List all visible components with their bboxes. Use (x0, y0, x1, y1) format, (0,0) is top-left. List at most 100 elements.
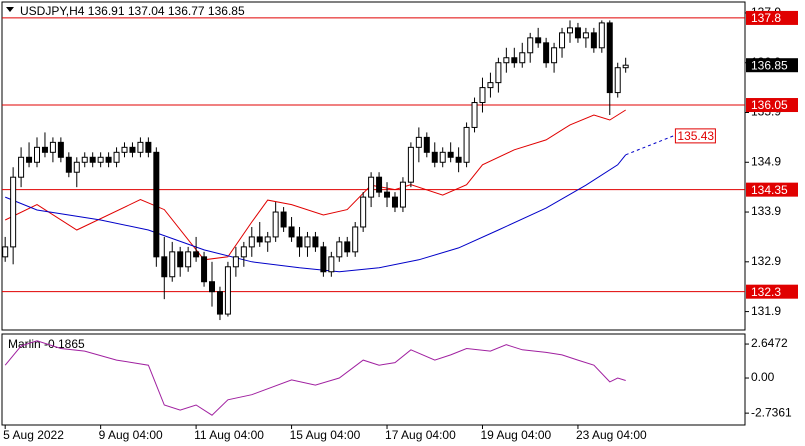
projection-label-box (674, 128, 716, 144)
candle-body (272, 211, 279, 238)
candle-body (431, 151, 438, 163)
oscillator-line (4, 340, 626, 416)
level-price-label: 136.05 (751, 98, 788, 112)
candle-body (559, 32, 566, 49)
candle-body (495, 62, 502, 84)
candle-body (209, 281, 216, 293)
candle-body (519, 52, 526, 64)
candle-body (328, 256, 335, 273)
candle-body (153, 151, 160, 258)
candle-body (399, 181, 406, 208)
osc-tick-label: 2.6472 (751, 336, 788, 350)
level-price-box (746, 182, 798, 197)
candle-body (113, 151, 120, 163)
candle-body (177, 251, 184, 268)
osc-tick-label: -2.7361 (751, 405, 792, 419)
candle-body (169, 251, 176, 278)
menu-arrow[interactable] (6, 7, 14, 12)
candle-body (503, 57, 510, 64)
candle-body (161, 256, 168, 278)
candle-body (598, 22, 605, 49)
candle-body (566, 27, 573, 34)
candle-body (248, 236, 255, 248)
candle-body (439, 151, 446, 163)
candle-body (511, 57, 518, 64)
candle-body (10, 176, 17, 248)
y-tick-label: 131.9 (751, 304, 781, 318)
candle-body (18, 156, 25, 178)
level-price-box (746, 284, 798, 299)
candle-body (622, 64, 629, 69)
current-price-label: 136.85 (751, 58, 788, 72)
candle-body (65, 156, 72, 173)
candle-body (304, 236, 311, 248)
candle-body (384, 191, 391, 198)
candle-body (614, 67, 621, 94)
candle-body (344, 241, 351, 253)
candle-body (606, 22, 613, 94)
oscillator-frame (1, 333, 746, 426)
candle-body (447, 151, 454, 158)
candle-body (360, 196, 367, 228)
level-price-label: 137.8 (751, 11, 781, 25)
candle-body (535, 37, 542, 44)
x-tick-label: 11 Aug 04:00 (194, 428, 264, 442)
candle-body (415, 136, 422, 148)
main-frame (1, 1, 746, 331)
candle-body (97, 156, 104, 163)
candle-body (185, 251, 192, 268)
candle-body (288, 226, 295, 238)
y-tick-label: 132.9 (751, 254, 781, 268)
candle-body (320, 246, 327, 273)
candle-body (2, 246, 9, 258)
level-price-box (746, 98, 798, 113)
chart-title: USDJPY,H4 136.91 137.04 136.77 136.85 (20, 4, 245, 18)
projection-line (625, 135, 674, 156)
level-price-label: 132.3 (751, 285, 781, 299)
candle-body (280, 211, 287, 228)
candle-body (296, 236, 303, 248)
candle-body (137, 141, 144, 153)
candle-body (34, 146, 41, 163)
x-tick-label: 9 Aug 04:00 (99, 428, 163, 442)
candle-body (574, 27, 581, 39)
candle-body (224, 266, 231, 315)
candle-body (479, 87, 486, 104)
candle-body (201, 256, 208, 283)
candle-body (423, 136, 430, 153)
candle-body (145, 141, 152, 153)
candle-body (49, 141, 56, 153)
candle-body (121, 146, 128, 153)
candle-body (487, 82, 494, 89)
x-tick-label: 17 Aug 04:00 (385, 428, 456, 442)
candle-body (240, 246, 247, 258)
level-price-label: 134.35 (751, 183, 788, 197)
candle-body (312, 236, 319, 248)
candle-body (216, 291, 223, 315)
x-tick-label: 23 Aug 04:00 (576, 428, 647, 442)
candle-body (81, 156, 88, 163)
projection-label: 135.43 (677, 129, 714, 143)
candle-body (582, 32, 589, 39)
level-price-box (746, 10, 798, 25)
candle-body (352, 226, 359, 253)
y-tick-label: 134.9 (751, 154, 781, 168)
candle-body (193, 251, 200, 258)
candle-body (368, 176, 375, 198)
candle-body (376, 176, 383, 193)
candle-body (551, 47, 558, 64)
candle-body (89, 156, 96, 163)
candle-body (455, 156, 462, 163)
candle-body (105, 156, 112, 163)
current-price-box (746, 58, 798, 73)
candle-body (129, 146, 136, 153)
candle-body (73, 161, 80, 173)
x-tick-label: 15 Aug 04:00 (290, 428, 361, 442)
candle-body (57, 141, 64, 158)
candle-body (391, 196, 398, 208)
candle-body (26, 156, 33, 163)
x-tick-label: 19 Aug 04:00 (480, 428, 551, 442)
y-tick-label: 133.9 (751, 204, 781, 218)
candle-body (232, 256, 239, 268)
